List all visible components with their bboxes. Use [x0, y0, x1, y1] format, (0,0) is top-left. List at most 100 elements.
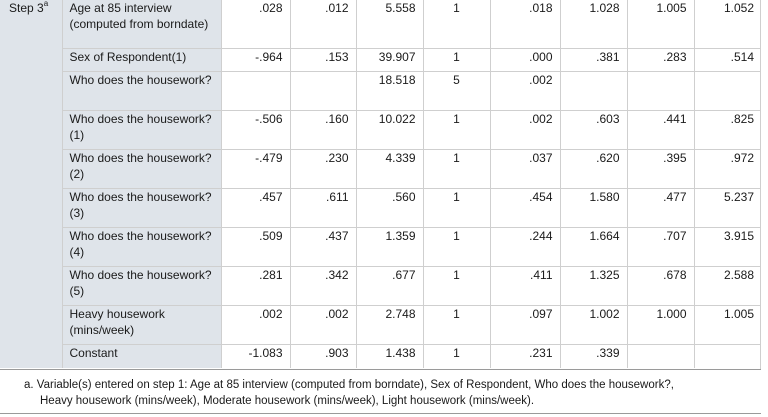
cell-df: 1 — [422, 305, 490, 345]
cell-ci-upper: .514 — [693, 48, 761, 72]
cell-df: 1 — [422, 188, 490, 228]
cell-ci-upper: .972 — [693, 149, 761, 189]
cell-expb — [559, 71, 627, 111]
table-body: Step 3a Age at 85 interview (computed fr… — [0, 0, 761, 368]
footnote-line-1: a. Variable(s) entered on step 1: Age at… — [24, 379, 674, 391]
cell-b: -.506 — [220, 110, 290, 150]
table-row: Sex of Respondent(1) -.964 .153 39.907 1… — [0, 48, 761, 72]
cell-expb: .381 — [559, 48, 627, 72]
row-label: Who does the housework?(3) — [61, 188, 221, 228]
cell-se: .153 — [289, 48, 356, 72]
cell-expb: 1.028 — [559, 0, 627, 49]
cell-b: .028 — [220, 0, 290, 49]
cell-ci-lower: .477 — [626, 188, 694, 228]
cell-df: 1 — [422, 110, 490, 150]
cell-sig: .097 — [489, 305, 560, 345]
cell-ci-upper: 5.237 — [693, 188, 761, 228]
row-label: Who does the housework? — [61, 71, 221, 111]
table-row: Constant -1.083 .903 1.438 1 .231 .339 — [0, 344, 761, 368]
cell-sig: .244 — [489, 227, 560, 267]
step-label: Step 3 — [9, 1, 44, 15]
cell-sig: .411 — [489, 266, 560, 306]
cell-b: .509 — [220, 227, 290, 267]
cell-df: 1 — [422, 0, 490, 49]
cell-wald: 5.558 — [355, 0, 423, 49]
cell-wald: 1.359 — [355, 227, 423, 267]
cell-se: .611 — [289, 188, 356, 228]
cell-se — [289, 71, 356, 111]
cell-ci-lower — [626, 71, 694, 111]
table-footnote: a. Variable(s) entered on step 1: Age at… — [0, 369, 761, 414]
cell-wald: 10.022 — [355, 110, 423, 150]
table-row: Who does the housework? 18.518 5 .002 — [0, 71, 761, 111]
cell-ci-lower: 1.000 — [626, 305, 694, 345]
cell-expb: .603 — [559, 110, 627, 150]
table-row: Who does the housework?(1) -.506 .160 10… — [0, 110, 761, 150]
cell-df: 5 — [422, 71, 490, 111]
cell-ci-lower — [626, 344, 694, 368]
table-row: Who does the housework?(3) .457 .611 .56… — [0, 188, 761, 228]
table-row: Step 3a Age at 85 interview (computed fr… — [0, 0, 761, 368]
cell-ci-lower: 1.005 — [626, 0, 694, 49]
cell-df: 1 — [422, 344, 490, 368]
footnote-line-2: Heavy housework (mins/week), Moderate ho… — [40, 395, 535, 407]
cell-ci-lower: .441 — [626, 110, 694, 150]
cell-se: .903 — [289, 344, 356, 368]
row-label: Age at 85 interview (computed from bornd… — [61, 0, 221, 49]
cell-sig: .000 — [489, 48, 560, 72]
cell-b: .457 — [220, 188, 290, 228]
table-row: Heavy housework (mins/week) .002 .002 2.… — [0, 305, 761, 345]
cell-wald: 2.748 — [355, 305, 423, 345]
cell-wald: 4.339 — [355, 149, 423, 189]
cell-wald: .560 — [355, 188, 423, 228]
cell-sig: .002 — [489, 110, 560, 150]
cell-ci-lower: .678 — [626, 266, 694, 306]
cell-b: -.964 — [220, 48, 290, 72]
cell-ci-upper — [693, 71, 761, 111]
row-label: Who does the housework?(5) — [61, 266, 221, 306]
cell-se: .160 — [289, 110, 356, 150]
cell-ci-lower: .283 — [626, 48, 694, 72]
cell-sig: .018 — [489, 0, 560, 49]
cell-expb: .620 — [559, 149, 627, 189]
cell-df: 1 — [422, 48, 490, 72]
cell-ci-lower: .707 — [626, 227, 694, 267]
cell-ci-upper: 3.915 — [693, 227, 761, 267]
row-label: Constant — [61, 344, 221, 368]
cell-wald: .677 — [355, 266, 423, 306]
cell-ci-upper: 1.005 — [693, 305, 761, 345]
row-label: Heavy housework (mins/week) — [61, 305, 221, 345]
cell-ci-upper: 2.588 — [693, 266, 761, 306]
cell-ci-upper — [693, 344, 761, 368]
table-right-border — [760, 0, 761, 369]
cell-se: .342 — [289, 266, 356, 306]
cell-sig: .454 — [489, 188, 560, 228]
row-label: Sex of Respondent(1) — [61, 48, 221, 72]
cell-se: .002 — [289, 305, 356, 345]
step-label-cell: Step 3a — [0, 0, 62, 368]
cell-b: -.479 — [220, 149, 290, 189]
cell-ci-upper: 1.052 — [693, 0, 761, 49]
cell-b: .281 — [220, 266, 290, 306]
cell-expb: 1.325 — [559, 266, 627, 306]
cell-sig: .037 — [489, 149, 560, 189]
cell-sig: .231 — [489, 344, 560, 368]
cell-se: .012 — [289, 0, 356, 49]
cell-df: 1 — [422, 149, 490, 189]
table-row: Who does the housework?(4) .509 .437 1.3… — [0, 227, 761, 267]
cell-b: .002 — [220, 305, 290, 345]
cell-wald: 18.518 — [355, 71, 423, 111]
cell-df: 1 — [422, 227, 490, 267]
cell-se: .230 — [289, 149, 356, 189]
cell-expb: 1.002 — [559, 305, 627, 345]
cell-df: 1 — [422, 266, 490, 306]
cell-se: .437 — [289, 227, 356, 267]
cell-b: -1.083 — [220, 344, 290, 368]
cell-expb: .339 — [559, 344, 627, 368]
cell-ci-lower: .395 — [626, 149, 694, 189]
table-row: Who does the housework?(5) .281 .342 .67… — [0, 266, 761, 306]
row-label: Who does the housework?(2) — [61, 149, 221, 189]
row-label: Who does the housework?(1) — [61, 110, 221, 150]
cell-expb: 1.580 — [559, 188, 627, 228]
cell-b — [220, 71, 290, 111]
